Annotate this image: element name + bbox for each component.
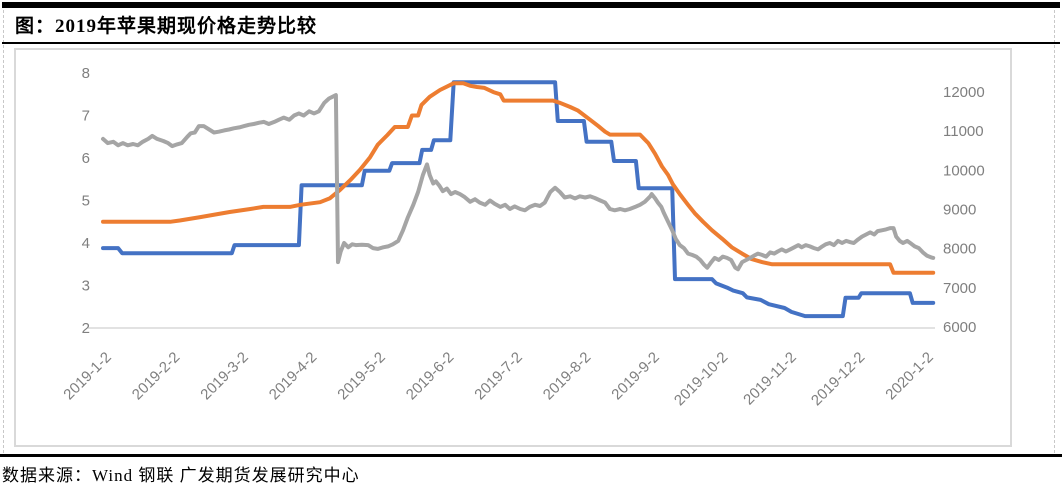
left-axis-tick-label: 7 (82, 108, 90, 125)
right-axis-tick-label: 12000 (943, 84, 985, 101)
x-axis-tick-label: 2019-10-2 (671, 349, 731, 409)
right-axis-tick-label: 11000 (943, 123, 984, 140)
source-note: 数据来源：Wind 钢联 广发期货发展研究中心 (2, 466, 360, 485)
top-rule (2, 2, 1060, 8)
x-axis-tick-label: 2019-6-2 (403, 349, 457, 403)
left-axis-tick-label: 5 (82, 193, 90, 210)
left-axis-tick-label: 3 (82, 278, 90, 295)
series-gray-volatile-line (101, 93, 936, 272)
right-axis-tick-label: 6000 (943, 319, 976, 336)
x-axis-tick-label: 2019-3-2 (197, 349, 251, 403)
figure-title: 图：2019年苹果期现价格走势比较 (15, 16, 318, 37)
right-axis-tick-label: 10000 (943, 162, 985, 179)
left-axis-tick-label: 6 (82, 150, 90, 167)
series-orange-line (101, 81, 936, 275)
left-axis-tick-label: 8 (82, 65, 90, 82)
left-cell-border (3, 10, 4, 453)
left-axis-tick-label: 2 (82, 320, 90, 337)
x-axis-tick-label: 2019-7-2 (471, 349, 525, 403)
right-axis-tick-label: 9000 (943, 201, 976, 218)
x-axis-tick-label: 2019-8-2 (540, 349, 594, 403)
series-blue-stepped-line (101, 80, 936, 319)
right-axis-tick-label: 7000 (943, 280, 976, 297)
bottom-rule (0, 454, 1062, 457)
x-axis-tick-label: 2020-1-2 (882, 349, 936, 403)
x-axis-tick-label: 2019-1-2 (60, 349, 114, 403)
x-axis-tick-label: 2019-9-2 (608, 349, 662, 403)
x-axis-tick-label: 2019-12-2 (808, 349, 868, 409)
chart-area: 2 3 4 5 6 7 8 6000 7000 8000 9000 10000 11000 12000 20… (14, 48, 1012, 447)
right-axis-tick-label: 8000 (943, 241, 976, 258)
left-axis-tick-label: 4 (82, 235, 90, 252)
x-axis-tick-label: 2019-5-2 (334, 349, 388, 403)
x-axis-tick-label: 2019-4-2 (266, 349, 320, 403)
right-cell-border (1054, 10, 1055, 453)
price-comparison-line-chart: 2 3 4 5 6 7 8 6000 7000 8000 9000 10000 11000 12000 20… (60, 65, 985, 409)
title-underline-rule (2, 42, 1060, 44)
x-axis-tick-label: 2019-2-2 (129, 349, 183, 403)
x-axis-tick-label: 2019-11-2 (740, 349, 800, 409)
